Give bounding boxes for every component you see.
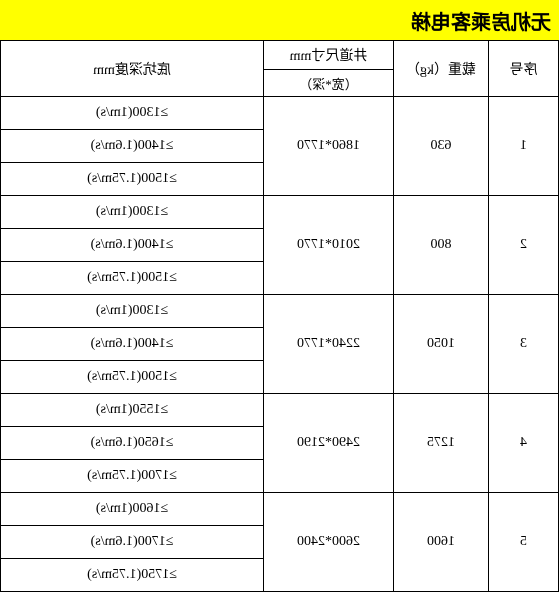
cell-pit: ≥1700(1.75m/s) (1, 460, 264, 493)
cell-pit: ≥1600(1m/s) (1, 493, 264, 526)
header-shaft: 井道尺寸mm (264, 41, 394, 70)
page-title: 无机房乘客电梯 (411, 6, 551, 35)
cell-pit: ≥1650(1.6m/s) (1, 427, 264, 460)
cell-shaft: 2490*2190 (264, 394, 394, 493)
cell-pit: ≥1300(1m/s) (1, 97, 264, 130)
cell-seq: 5 (489, 493, 559, 592)
header-load: 载重（kg） (394, 41, 489, 97)
cell-seq: 3 (489, 295, 559, 394)
cell-pit: ≥1400(1.6m/s) (1, 328, 264, 361)
cell-pit: ≥1500(1.75m/s) (1, 262, 264, 295)
cell-load: 1275 (394, 394, 489, 493)
cell-pit: ≥1300(1m/s) (1, 196, 264, 229)
cell-seq: 4 (489, 394, 559, 493)
cell-load: 630 (394, 97, 489, 196)
cell-pit: ≥1400(1.6m/s) (1, 229, 264, 262)
cell-shaft: 1860*1770 (264, 97, 394, 196)
cell-pit: ≥1500(1.75m/s) (1, 361, 264, 394)
table-header-row: 序号 载重（kg） 井道尺寸mm 底坑深度mm (1, 41, 559, 70)
header-pit: 底坑深度mm (1, 41, 264, 97)
cell-shaft: 2240*1770 (264, 295, 394, 394)
cell-shaft: 2010*1770 (264, 196, 394, 295)
table-row: 3 1050 2240*1770 ≥1300(1m/s) (1, 295, 559, 328)
cell-seq: 2 (489, 196, 559, 295)
elevator-spec-table: 序号 载重（kg） 井道尺寸mm 底坑深度mm （宽*深） 1 630 1860… (0, 40, 559, 592)
table-row: 1 630 1860*1770 ≥1300(1m/s) (1, 97, 559, 130)
cell-pit: ≥1550(1m/s) (1, 394, 264, 427)
cell-load: 1050 (394, 295, 489, 394)
cell-pit: ≥1750(1.75m/s) (1, 559, 264, 592)
table-row: 5 1600 2600*2400 ≥1600(1m/s) (1, 493, 559, 526)
cell-seq: 1 (489, 97, 559, 196)
cell-pit: ≥1300(1m/s) (1, 295, 264, 328)
table-row: 4 1275 2490*2190 ≥1550(1m/s) (1, 394, 559, 427)
header-shaft-sub: （宽*深） (264, 70, 394, 97)
cell-pit: ≥1700(1.6m/s) (1, 526, 264, 559)
cell-pit: ≥1500(1.75m/s) (1, 163, 264, 196)
header-seq: 序号 (489, 41, 559, 97)
cell-load: 800 (394, 196, 489, 295)
cell-pit: ≥1400(1.6m/s) (1, 130, 264, 163)
title-bar: 无机房乘客电梯 (0, 0, 559, 40)
table-row: 2 800 2010*1770 ≥1300(1m/s) (1, 196, 559, 229)
cell-load: 1600 (394, 493, 489, 592)
cell-shaft: 2600*2400 (264, 493, 394, 592)
